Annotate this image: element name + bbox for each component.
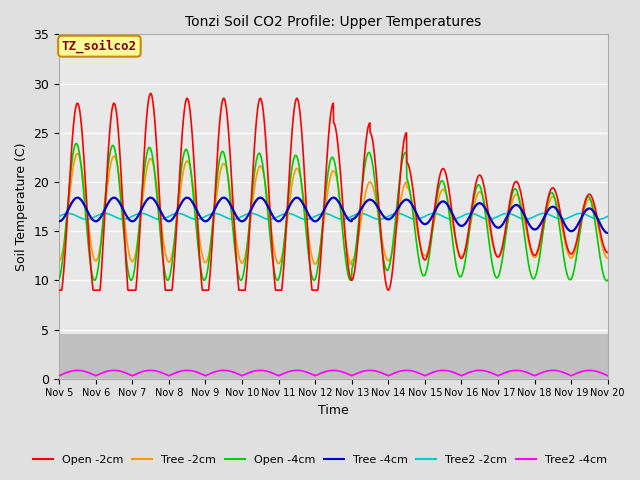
Title: Tonzi Soil CO2 Profile: Upper Temperatures: Tonzi Soil CO2 Profile: Upper Temperatur… <box>186 15 481 29</box>
Bar <box>59 335 608 379</box>
Text: TZ_soilco2: TZ_soilco2 <box>62 39 137 53</box>
X-axis label: Time: Time <box>318 404 349 417</box>
Legend: Open -2cm, Tree -2cm, Open -4cm, Tree -4cm, Tree2 -2cm, Tree2 -4cm: Open -2cm, Tree -2cm, Open -4cm, Tree -4… <box>28 451 612 469</box>
Y-axis label: Soil Temperature (C): Soil Temperature (C) <box>15 142 28 271</box>
